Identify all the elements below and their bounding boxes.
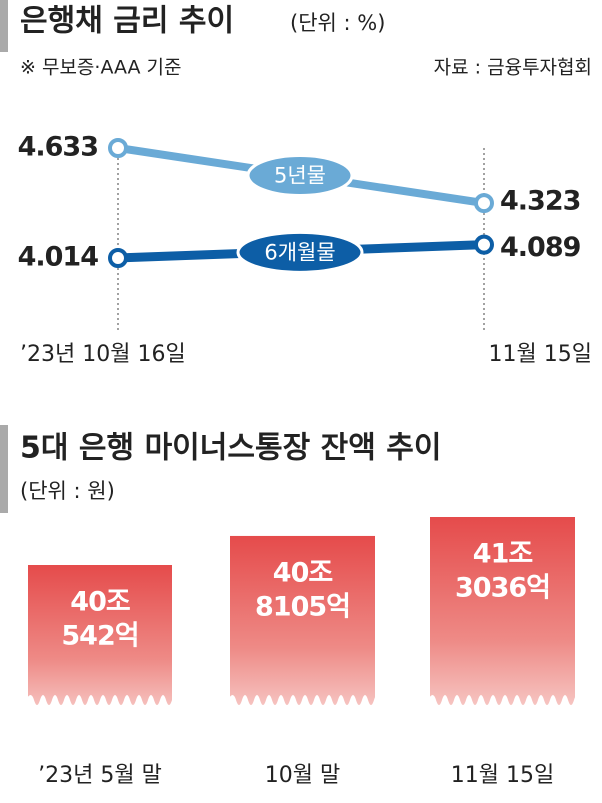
x-tick-label: ’23년 10월 16일 [20, 342, 186, 367]
value-label: 40조 [273, 557, 333, 588]
legend-label: 5년물 [274, 164, 326, 188]
value-label: 8105억 [255, 591, 350, 622]
x-tick-label: 11월 15일 [451, 763, 554, 788]
point [474, 234, 494, 255]
x-tick-label: 10월 말 [265, 763, 340, 788]
x-tick-label: ’23년 5월 말 [38, 763, 162, 788]
bar [28, 565, 172, 722]
axis-break [228, 695, 398, 722]
value-label: 542억 [61, 621, 138, 652]
chart-subtitle: (단위 : 원) [20, 479, 115, 503]
axis-break [428, 695, 598, 722]
legend-label: 6개월물 [264, 240, 335, 264]
chart-source: 자료 : 금융투자협회 [434, 57, 592, 79]
value-label: 4.323 [500, 186, 580, 217]
x-tick-label: 11월 15일 [489, 342, 592, 367]
value-label: 4.014 [18, 242, 99, 273]
value-label: 41조 [473, 539, 533, 570]
chart-subtitle: (단위 : %) [290, 11, 385, 35]
value-label: 4.633 [18, 132, 98, 163]
value-label: 40조 [70, 587, 130, 618]
value-label: 3036억 [455, 573, 550, 604]
value-label: 4.089 [500, 232, 581, 263]
legend-pill [246, 154, 354, 198]
legend-pill [236, 230, 364, 274]
bar [230, 535, 375, 722]
title-marker [0, 0, 8, 52]
bar [430, 517, 575, 722]
point [474, 193, 494, 214]
point [108, 248, 128, 268]
axis-break [26, 695, 196, 722]
chart-note: ※ 무보증·AAA 기준 [20, 57, 182, 79]
title-marker [0, 425, 8, 513]
chart-title: 은행채 금리 추이 [20, 4, 234, 39]
point [108, 138, 128, 158]
chart-title: 5대 은행 마이너스통장 잔액 추이 [20, 431, 441, 466]
